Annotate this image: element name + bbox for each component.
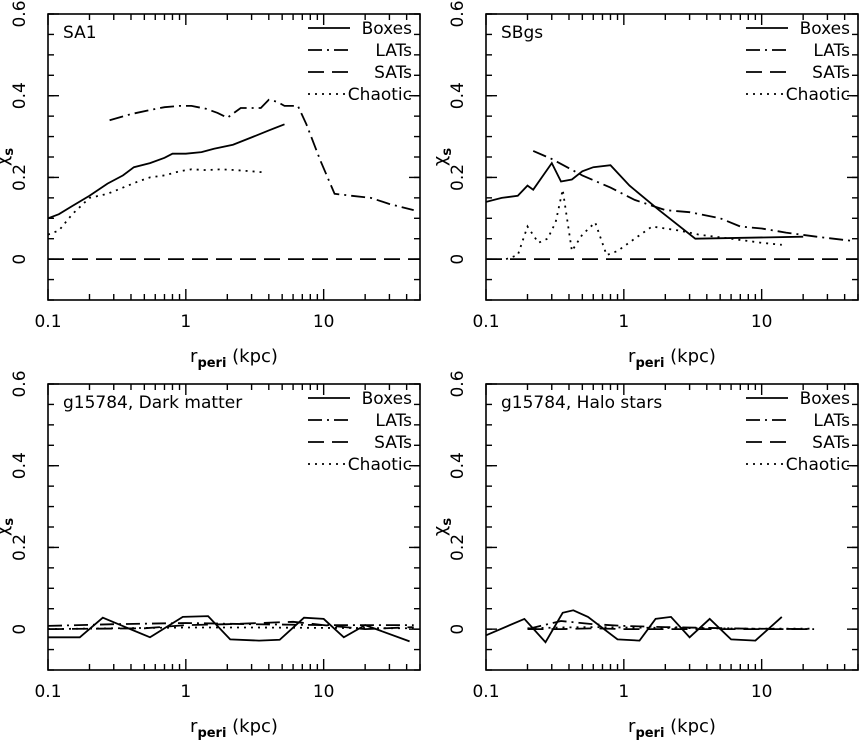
y-tick-label: 0.4: [448, 452, 468, 479]
x-tick-label: 0.1: [34, 682, 61, 702]
x-tick-label: 1: [180, 682, 191, 702]
legend-label-lats: LATs: [813, 41, 850, 61]
y-tick-label: 0: [10, 254, 30, 265]
y-tick-label: 0: [448, 624, 468, 635]
x-tick-label: 1: [618, 312, 629, 332]
x-tick-label: 10: [751, 682, 773, 702]
plot-frame: [47, 13, 421, 301]
y-tick-label: 0.4: [448, 82, 468, 109]
panel-2: 0.1 1 10 0 0.2 0.4 0.6 rperi (kpc) χs SBgs BoxesLA…: [430, 0, 859, 371]
legend-label-lats: LATs: [813, 411, 850, 431]
x-axis-label: rperi (kpc): [628, 716, 716, 741]
legend-label-sats: SATs: [374, 63, 412, 83]
plot-frame: [47, 383, 421, 671]
x-tick-label: 1: [180, 312, 191, 332]
series-line-sats: [527, 627, 815, 630]
y-tick-label: 0.6: [10, 370, 30, 397]
x-axis-label: rperi (kpc): [190, 346, 278, 371]
y-axis-label: χs: [0, 148, 17, 166]
x-axis-label-sub: peri: [635, 356, 664, 371]
legend-label-boxes: Boxes: [362, 389, 413, 409]
panel-1: 0.1 1 10 0 0.2 0.4 0.6 rperi (kpc) χs SA1 BoxesLAT…: [0, 0, 421, 371]
series-line-boxes: [48, 615, 410, 643]
y-tick-label: 0: [10, 624, 30, 635]
series-line-lats: [109, 98, 414, 211]
y-tick-label: 0.4: [10, 452, 30, 479]
panel-title: SBgs: [501, 23, 543, 43]
y-axis-label-main: χ: [0, 526, 13, 536]
y-tick-label: 0.2: [448, 164, 468, 191]
x-axis-label-main: r: [628, 346, 636, 367]
x-axis-label-sub: peri: [197, 726, 226, 741]
y-axis-label-main: χ: [430, 156, 451, 166]
x-axis-label: rperi (kpc): [190, 716, 278, 741]
y-tick-label: 0.2: [10, 534, 30, 561]
x-axis-label-unit: (kpc): [664, 716, 716, 737]
x-tick-label: 0.1: [472, 312, 499, 332]
y-tick-label: 0.6: [10, 0, 30, 27]
series-line-lats: [48, 622, 414, 627]
y-axis-label: χs: [430, 148, 455, 166]
x-axis-label-main: r: [190, 716, 198, 737]
legend-label-sats: SATs: [812, 63, 850, 83]
legend-label-lats: LATs: [375, 41, 412, 61]
y-axis-label-sub: s: [440, 518, 455, 526]
x-axis-label-sub: peri: [197, 356, 226, 371]
series-line-sats: [48, 620, 414, 631]
y-axis-label-sub: s: [440, 148, 455, 156]
legend-label-sats: SATs: [374, 433, 412, 453]
y-axis-label-sub: s: [2, 148, 17, 156]
series-line-boxes: [486, 161, 804, 240]
y-axis-label: χs: [0, 518, 17, 536]
y-axis-label-main: χ: [430, 526, 451, 536]
x-axis-label-main: r: [190, 346, 198, 367]
legend-label-sats: SATs: [812, 433, 850, 453]
x-tick-label: 10: [313, 312, 335, 332]
y-tick-label: 0.2: [10, 164, 30, 191]
y-axis-label-sub: s: [2, 518, 17, 526]
panel-3: 0.1 1 10 0 0.2 0.4 0.6 rperi (kpc) χs g15784, Dar…: [0, 370, 421, 741]
y-tick-label: 0: [448, 254, 468, 265]
y-tick-label: 0.2: [448, 534, 468, 561]
legend-label-chaotic: Chaotic: [348, 85, 412, 105]
y-axis-label: χs: [430, 518, 455, 536]
legend-label-chaotic: Chaotic: [786, 85, 850, 105]
series-line-boxes: [48, 123, 285, 220]
plot-frame: [485, 13, 859, 301]
series-line-chaotic: [48, 168, 266, 236]
y-tick-label: 0.6: [448, 370, 468, 397]
x-tick-label: 1: [618, 682, 629, 702]
series-line-chaotic: [505, 189, 782, 260]
y-axis-label-main: χ: [0, 156, 13, 166]
y-tick-label: 0.6: [448, 0, 468, 27]
panel-title: g15784, Halo stars: [501, 393, 662, 413]
legend-label-chaotic: Chaotic: [348, 455, 412, 475]
legend-label-lats: LATs: [375, 411, 412, 431]
x-axis-label-sub: peri: [635, 726, 664, 741]
panel-title: SA1: [63, 23, 97, 43]
series-line-boxes: [486, 609, 783, 644]
x-axis-label-unit: (kpc): [226, 346, 278, 367]
x-axis-label-unit: (kpc): [664, 346, 716, 367]
series-line-lats: [527, 620, 815, 630]
x-tick-label: 0.1: [472, 682, 499, 702]
panel-4: 0.1 1 10 0 0.2 0.4 0.6 rperi (kpc) χs g15784, Hal…: [430, 370, 859, 741]
x-tick-label: 10: [751, 312, 773, 332]
series-line-lats: [532, 150, 852, 242]
x-axis-label: rperi (kpc): [628, 346, 716, 371]
legend-label-boxes: Boxes: [800, 389, 851, 409]
x-tick-label: 10: [313, 682, 335, 702]
y-tick-label: 0.4: [10, 82, 30, 109]
legend-label-boxes: Boxes: [362, 19, 413, 39]
x-axis-label-main: r: [628, 716, 636, 737]
legend-label-boxes: Boxes: [800, 19, 851, 39]
panel-title: g15784, Dark matter: [63, 393, 242, 413]
x-tick-label: 0.1: [34, 312, 61, 332]
legend-label-chaotic: Chaotic: [786, 455, 850, 475]
x-axis-label-unit: (kpc): [226, 716, 278, 737]
